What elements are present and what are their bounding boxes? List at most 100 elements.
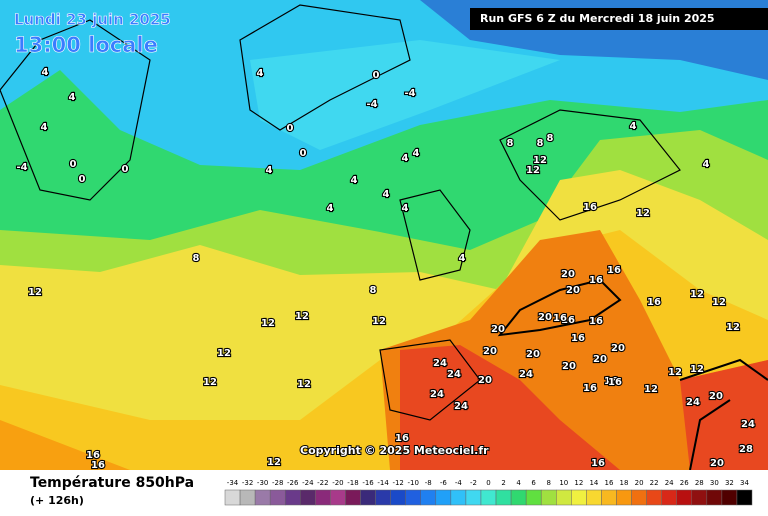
contour-label: 12: [526, 165, 540, 176]
legend-swatch: [254, 489, 271, 506]
legend-swatch: [646, 489, 662, 506]
contour-label: 4: [41, 122, 48, 133]
map-field: [0, 0, 768, 471]
legend-tick-label: 12: [574, 479, 583, 487]
contour-label: 8: [507, 138, 514, 149]
contour-label: 16: [607, 265, 621, 276]
contour-label: 4: [630, 121, 637, 132]
contour-label: 20: [709, 391, 723, 402]
contour-label: 0: [300, 148, 307, 159]
contour-label: 4: [69, 92, 76, 103]
legend-tick-label: -30: [257, 479, 268, 487]
contour-label: 4: [402, 153, 409, 164]
contour-label: 8: [193, 253, 200, 264]
contour-label: 0: [373, 70, 380, 81]
contour-label: 8: [547, 133, 554, 144]
contour-label: 16: [604, 376, 618, 387]
legend-tick-label: 24: [665, 479, 674, 487]
contour-label: 16: [583, 383, 597, 394]
legend-swatch: [676, 489, 693, 506]
contour-label: 8: [370, 285, 377, 296]
contour-label: 16: [591, 458, 605, 469]
legend-swatch: [315, 489, 331, 506]
run-info: Run GFS 6 Z du Mercredi 18 juin 2025: [480, 12, 715, 25]
contour-label: 4: [413, 148, 420, 159]
forecast-time: 13:00 locale: [14, 33, 158, 57]
contour-label: 16: [561, 315, 575, 326]
legend-swatch: [480, 489, 497, 506]
contour-label: 20: [562, 361, 576, 372]
legend-swatch: [465, 489, 482, 506]
contour-label: 12: [636, 208, 650, 219]
contour-label: 12: [726, 322, 740, 333]
legend-tick-label: 8: [546, 479, 550, 487]
contour-label: 24: [447, 369, 461, 380]
contour-label: 20: [566, 285, 580, 296]
contour-label: 4: [327, 203, 334, 214]
contour-label: 20: [561, 269, 575, 280]
legend-tick-label: 2: [501, 479, 505, 487]
legend-swatch: [390, 489, 406, 506]
legend-swatch: [556, 489, 572, 506]
legend-tick-label: -26: [287, 479, 299, 487]
contour-label: 0: [79, 174, 86, 185]
legend-swatch: [601, 489, 617, 506]
contour-label: 24: [430, 389, 444, 400]
contour-label: 0: [70, 159, 77, 170]
legend-swatch: [269, 489, 286, 506]
contour-label: 28: [739, 444, 753, 455]
contour-label: 16: [571, 333, 585, 344]
legend-tick-label: -22: [317, 479, 328, 487]
legend-swatch: [224, 489, 241, 506]
legend-tick-label: -2: [470, 479, 477, 487]
legend-swatch: [495, 489, 512, 506]
legend-swatch: [721, 489, 738, 506]
contour-label: 20: [710, 458, 724, 469]
contour-label: 12: [261, 318, 275, 329]
contour-label: 16: [589, 275, 603, 286]
contour-label: 16: [583, 202, 597, 213]
contour-label: 20: [611, 343, 625, 354]
contour-label: -4: [366, 99, 377, 110]
legend-tick-label: 34: [740, 479, 749, 487]
legend-swatch: [706, 489, 723, 506]
legend-swatch: [360, 489, 376, 506]
legend-tick-label: 20: [635, 479, 644, 487]
contour-label: 20: [491, 324, 505, 335]
legend-tick-label: -32: [242, 479, 253, 487]
contour-label: 24: [454, 401, 468, 412]
legend-swatch: [571, 489, 587, 506]
contour-label: 12: [372, 316, 386, 327]
legend-swatch: [510, 489, 527, 506]
legend-tick-label: 30: [710, 479, 719, 487]
legend-swatch: [631, 489, 647, 506]
contour-label: 20: [538, 312, 552, 323]
contour-label: 16: [91, 460, 105, 471]
legend-swatch: [661, 489, 677, 506]
contour-label: -4: [16, 162, 27, 173]
contour-label: 12: [297, 379, 311, 390]
legend-tick-label: 10: [559, 479, 568, 487]
forecast-date: Lundi 23 juin 2025: [14, 11, 171, 29]
legend-tick-label: -18: [347, 479, 358, 487]
legend-tick-label: 28: [695, 479, 704, 487]
contour-label: 16: [86, 450, 100, 461]
contour-label: 12: [690, 289, 704, 300]
contour-label: 4: [703, 159, 710, 170]
contour-label: 16: [553, 313, 567, 324]
legend-swatch: [420, 489, 437, 506]
legend-swatch: [586, 489, 602, 506]
contour-label: 4: [42, 67, 49, 78]
contour-label: 24: [686, 397, 700, 408]
legend-swatch: [405, 489, 421, 506]
legend-swatch: [616, 489, 632, 506]
legend-tick-label: -10: [407, 479, 418, 487]
legend-tick-label: -24: [302, 479, 314, 487]
contour-label: 4: [402, 203, 409, 214]
contour-label: 16: [608, 377, 622, 388]
contour-label: 4: [351, 175, 358, 186]
legend-swatch: [345, 489, 361, 506]
contour-label: 12: [690, 364, 704, 375]
contour-label: 24: [433, 358, 447, 369]
